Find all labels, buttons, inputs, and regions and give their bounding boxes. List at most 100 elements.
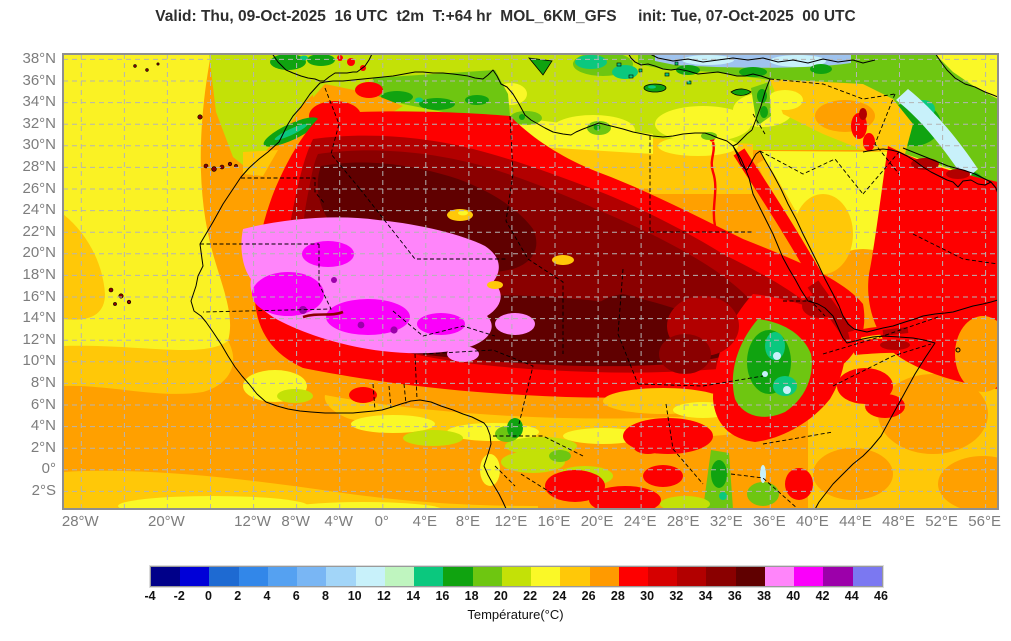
lon-tick-label: 12°E (494, 513, 528, 530)
colorbar-cell (355, 567, 385, 586)
lon-tick-label: 24°E (623, 513, 657, 530)
colorbar-cell (414, 567, 444, 586)
lat-tick-label: 4°N (30, 417, 56, 435)
map-field (63, 54, 998, 509)
coastlines (190, 54, 998, 509)
lat-tick-label: 8°N (30, 373, 56, 391)
lon-tick-label: 12°W (234, 513, 271, 530)
lon-tick-label: 4°W (324, 513, 353, 530)
colorbar-tick-label: 18 (464, 589, 479, 603)
colorbar-tick-label: 30 (640, 589, 655, 603)
colorbar-tick-label: 0 (204, 589, 212, 603)
lon-tick-label: 40°E (796, 513, 829, 530)
lat-tick-label: 24°N (22, 201, 56, 219)
colorbar-cell (384, 567, 415, 586)
lat-tick-label: 38°N (22, 49, 56, 67)
colorbar-tick-label: 36 (727, 589, 742, 603)
colorbar-cell (326, 567, 356, 586)
lat-tick-label: 16°N (22, 287, 56, 305)
lat-tick-label: 14°N (22, 309, 56, 327)
colorbar-cell (267, 567, 298, 586)
lat-tick-label: 18°N (22, 265, 56, 283)
colorbar-cell (297, 567, 327, 586)
colorbar-tick-label: 38 (757, 589, 771, 603)
colorbar-tick-label: 24 (552, 589, 567, 603)
lon-tick-label: 52°E (925, 513, 958, 530)
colorbar-cell (531, 567, 561, 586)
colorbar-cell (706, 567, 736, 586)
colorbar-tick-label: 12 (376, 589, 391, 603)
lon-tick-label: 44°E (839, 513, 872, 530)
colorbar-cell (443, 567, 473, 586)
colorbar-cell (618, 567, 648, 586)
colorbar-tick-label: 4 (263, 589, 271, 603)
lon-tick-label: 20°W (148, 513, 185, 530)
plot-title: Valid: Thu, 09-Oct-2025 16 UTC t2m T:+64… (155, 8, 856, 25)
lon-tick-label: 16°E (537, 513, 571, 530)
colorbar-tick-label: 22 (523, 589, 538, 603)
colorbar-tick-label: 32 (669, 589, 684, 603)
grid-lines (63, 54, 998, 509)
colorbar-cell (735, 567, 765, 586)
lat-tick-label: 32°N (22, 114, 56, 132)
colorbar-cell (472, 567, 502, 586)
lon-tick-label: 28°E (666, 513, 700, 530)
lat-tick-label: 10°N (22, 352, 56, 370)
colorbar-cell (764, 567, 795, 586)
colorbar-tick-label: 44 (844, 589, 859, 603)
colorbar-cell (151, 567, 181, 586)
colorbar-tick-label: 6 (292, 589, 300, 603)
colorbar-tick-label: 10 (347, 589, 362, 603)
colorbar-tick-label: 2 (234, 589, 242, 603)
map-area (62, 53, 999, 510)
lon-tick-label: 8°W (281, 513, 310, 530)
lat-tick-label: 6°N (30, 395, 56, 413)
country-borders (200, 78, 998, 509)
colorbar-tick-label: 14 (406, 589, 421, 603)
lat-tick-label: 26°N (22, 179, 56, 197)
colorbar-tick-label: 40 (786, 589, 801, 603)
lat-tick-label: 2°S (31, 481, 56, 499)
temperature-map-plot (63, 54, 998, 509)
map-frame-border (63, 54, 998, 509)
lon-tick-label: 56°E (968, 513, 1001, 530)
colorbar-cell (501, 567, 532, 586)
colorbar-tick-label: 16 (435, 589, 450, 603)
colorbar-cell (180, 567, 210, 586)
colorbar-tick-label: 8 (321, 589, 329, 603)
lon-tick-label: 32°E (709, 513, 743, 530)
lon-tick-label: 4°E (412, 513, 437, 530)
colorbar-cell (852, 567, 882, 586)
lon-tick-label: 48°E (882, 513, 915, 530)
lon-tick-label: 36°E (752, 513, 786, 530)
lat-tick-label: 2°N (30, 438, 56, 456)
colorbar-tick-label: -4 (144, 589, 156, 603)
colorbar-cell (823, 567, 853, 586)
colorbar-cell (560, 567, 590, 586)
lat-tick-label: 22°N (22, 222, 56, 240)
lon-tick-label: 0° (374, 513, 389, 530)
colorbar-cell (794, 567, 824, 586)
lat-tick-label: 28°N (22, 157, 56, 175)
colorbar-tick-label: -2 (173, 589, 185, 603)
lon-tick-label: 28°W (61, 513, 99, 530)
colorbar-tick-label: 26 (581, 589, 596, 603)
colorbar-tick-label: 42 (815, 589, 830, 603)
colorbar-tick-label: 46 (874, 589, 888, 603)
lon-tick-label: 20°E (580, 513, 614, 530)
colorbar-label: Température(°C) (467, 607, 564, 622)
lat-tick-label: 34°N (22, 93, 56, 111)
lat-tick-label: 12°N (22, 330, 56, 348)
colorbar-cell (238, 567, 268, 586)
lat-tick-label: 30°N (22, 136, 56, 154)
colorbar-tick-label: 20 (493, 589, 508, 603)
temperature-colorbar (150, 566, 883, 587)
colorbar-cell (677, 567, 707, 586)
lat-tick-label: 20°N (22, 244, 56, 262)
lon-tick-label: 8°E (455, 513, 481, 530)
colorbar-tick-label: 28 (610, 589, 625, 603)
colorbar-cell (647, 567, 678, 586)
colorbar-cell (589, 567, 619, 586)
colorbar-cell (209, 567, 239, 586)
